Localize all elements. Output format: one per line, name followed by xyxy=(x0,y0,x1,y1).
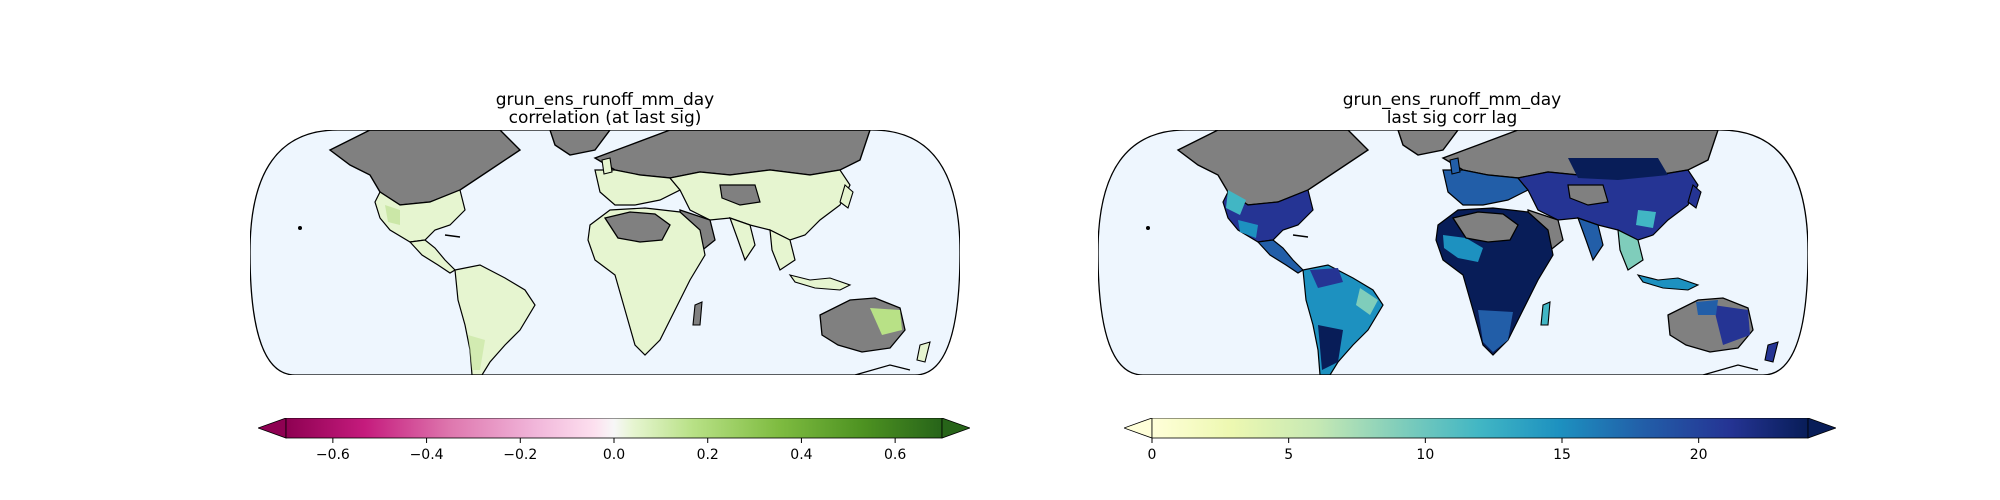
right-madagascar xyxy=(1540,301,1551,326)
colorbar-tick-label: −0.6 xyxy=(316,447,350,463)
right-india-land xyxy=(1577,217,1604,262)
right-panel-title: grun_ens_runoff_mm_day last sig corr lag xyxy=(1267,91,1637,127)
right-southern-africa xyxy=(1478,310,1513,352)
right-china-teal xyxy=(1636,210,1656,228)
left-title-line2: correlation (at last sig) xyxy=(508,108,702,128)
left-colorbar-extend-low xyxy=(258,418,287,439)
colorbar-tick-label: 10 xyxy=(1416,447,1434,463)
right-west-africa-teal xyxy=(1443,235,1483,262)
right-central-asia-masked xyxy=(1567,184,1609,206)
colorbar-tick-label: 0.4 xyxy=(790,447,812,463)
right-europe-land xyxy=(1442,169,1529,206)
left-europe-land xyxy=(594,169,681,206)
colorbar-tick-label: −0.2 xyxy=(503,447,537,463)
left-madagascar xyxy=(692,301,703,326)
colorbar-tick-label: 0.2 xyxy=(697,447,719,463)
right-hawaii xyxy=(1146,226,1150,230)
right-japan xyxy=(1687,184,1702,209)
left-southeast-asia xyxy=(769,228,796,271)
left-indonesia xyxy=(788,274,852,291)
left-hawaii xyxy=(298,226,302,230)
left-antarctica-edge xyxy=(854,364,911,375)
left-greenland xyxy=(549,130,612,156)
right-north-america-mid xyxy=(1226,190,1246,215)
left-sahara-masked xyxy=(603,211,671,243)
left-central-asia-masked xyxy=(719,184,761,206)
left-colorbar-gradient xyxy=(285,418,943,439)
right-colorbar-extend-high xyxy=(1807,418,1836,439)
right-colorbar: 0 5 10 15 20 xyxy=(1124,418,1836,463)
left-colorbar-ticks: −0.6 −0.4 −0.2 0.0 0.2 0.4 0.6 xyxy=(316,438,906,463)
right-south-america-south xyxy=(1318,325,1343,370)
left-new-zealand xyxy=(916,341,931,363)
right-map-lag xyxy=(1098,130,1808,375)
right-title-line2: last sig corr lag xyxy=(1386,108,1518,128)
right-north-america-west xyxy=(1238,220,1258,238)
left-africa-land xyxy=(587,207,706,356)
right-south-america-north xyxy=(1310,268,1343,288)
right-uk xyxy=(1449,157,1461,175)
colorbar-tick-label: 5 xyxy=(1284,447,1293,463)
colorbar-tick-label: −0.4 xyxy=(410,447,444,463)
left-australia-east xyxy=(870,308,902,335)
colorbar-tick-label: 20 xyxy=(1690,447,1708,463)
right-new-zealand xyxy=(1764,341,1779,363)
colorbar-tick-label: 0 xyxy=(1148,447,1157,463)
right-australia-north xyxy=(1696,300,1718,315)
left-colorbar-extend-high xyxy=(941,418,970,439)
left-north-america-dry xyxy=(385,205,400,225)
left-north-america-land xyxy=(374,189,466,243)
right-sahara-masked xyxy=(1451,211,1519,243)
right-title-line1: grun_ens_runoff_mm_day xyxy=(1342,90,1562,110)
left-uk xyxy=(601,157,613,175)
left-caribbean xyxy=(444,234,461,238)
right-colorbar-gradient xyxy=(1151,418,1809,439)
left-japan xyxy=(839,184,854,209)
right-indonesia xyxy=(1636,274,1700,291)
left-map-frame xyxy=(250,130,960,375)
right-greenland xyxy=(1397,130,1460,156)
right-map-frame xyxy=(1098,130,1808,375)
right-australia-east xyxy=(1713,305,1750,345)
colorbar-tick-label: 0.0 xyxy=(603,447,625,463)
right-caribbean xyxy=(1292,234,1309,238)
left-south-america-south xyxy=(468,335,485,370)
colorbar-tick-label: 15 xyxy=(1553,447,1571,463)
left-india-land xyxy=(729,217,756,262)
left-colorbar: −0.6 −0.4 −0.2 0.0 0.2 0.4 0.6 xyxy=(258,418,970,463)
right-colorbar-extend-low xyxy=(1124,418,1153,439)
colorbar-tick-label: 0.6 xyxy=(884,447,906,463)
right-colorbar-ticks: 0 5 10 15 20 xyxy=(1148,438,1708,463)
left-map-correlation xyxy=(250,130,960,375)
left-panel-title: grun_ens_runoff_mm_day correlation (at l… xyxy=(420,91,790,127)
right-southeast-asia xyxy=(1617,228,1644,271)
right-siberia-dark xyxy=(1568,158,1668,180)
right-south-america-east xyxy=(1356,288,1378,315)
left-title-line1: grun_ens_runoff_mm_day xyxy=(495,90,715,110)
right-antarctica-edge xyxy=(1702,364,1759,375)
